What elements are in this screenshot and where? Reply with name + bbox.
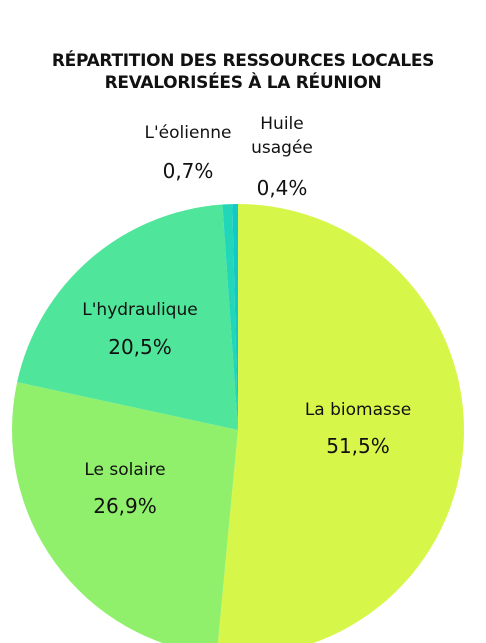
pie-slice bbox=[222, 204, 238, 430]
pie-slice bbox=[17, 204, 238, 430]
pie-slice bbox=[217, 204, 464, 643]
pie-slice bbox=[232, 204, 238, 430]
pie-slice bbox=[12, 382, 238, 643]
slice-value-label: 0,4% bbox=[256, 176, 308, 200]
slice-value-label: 0,7% bbox=[162, 159, 214, 183]
slice-value-label: 20,5% bbox=[108, 335, 172, 359]
slice-value-label: 26,9% bbox=[93, 494, 157, 518]
chart-title: RÉPARTITION DES RESSOURCES LOCALES REVAL… bbox=[51, 51, 435, 93]
slice-label: Le solaire bbox=[84, 460, 166, 480]
slice-label: Huile usagée bbox=[251, 114, 313, 158]
slice-label: L'éolienne bbox=[144, 123, 232, 143]
slice-value-label: 51,5% bbox=[326, 434, 390, 458]
slice-label: La biomasse bbox=[304, 400, 412, 420]
slice-label: L'hydraulique bbox=[82, 300, 198, 320]
